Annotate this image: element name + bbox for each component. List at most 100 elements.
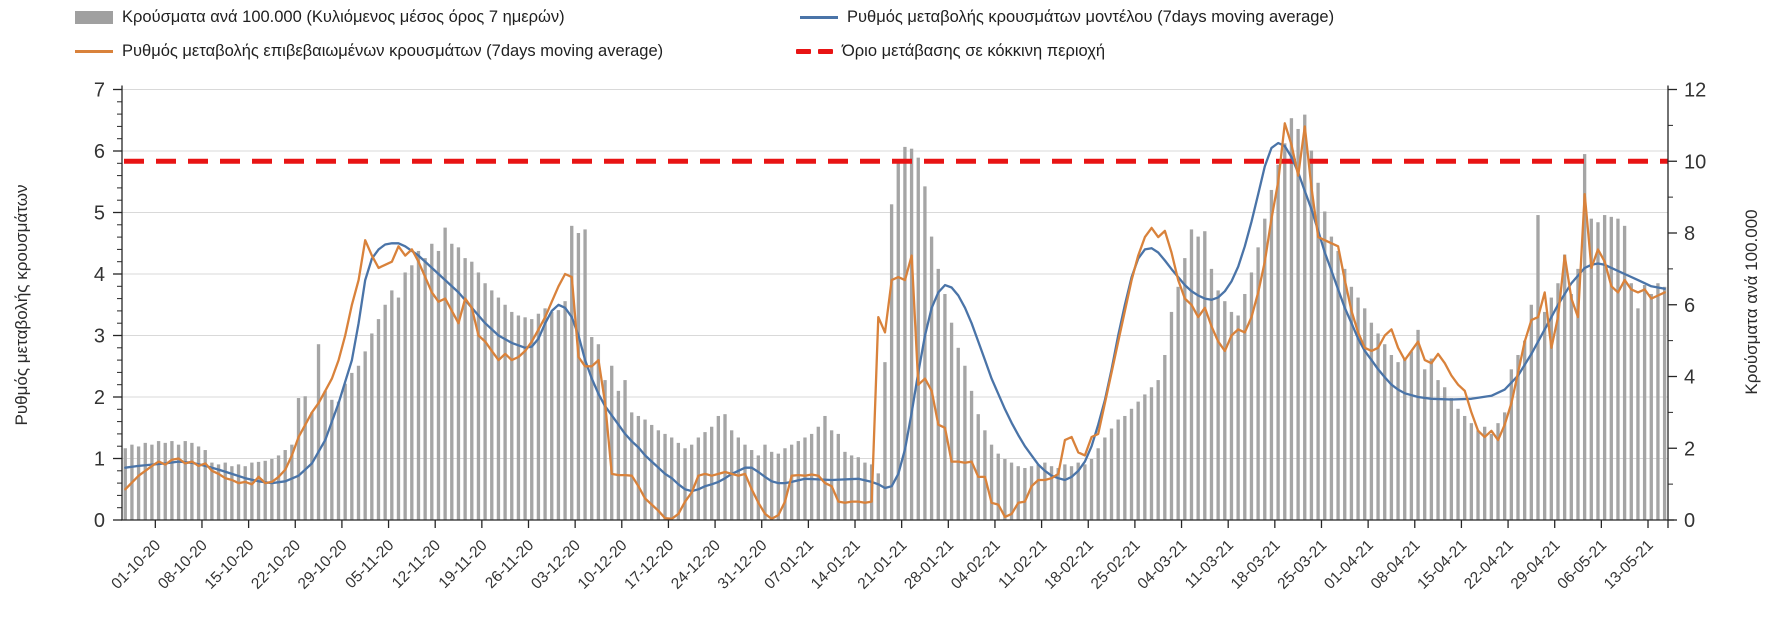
bar xyxy=(1136,401,1140,520)
bar xyxy=(463,258,467,520)
bar xyxy=(963,365,967,520)
legend-label-cases: Κρούσματα ανά 100.000 (Κυλιόμενος μέσος … xyxy=(122,8,565,26)
bar xyxy=(750,450,754,520)
x-axis-date-label: 28-01-21 xyxy=(901,537,957,593)
bar xyxy=(956,347,960,520)
bar xyxy=(1576,268,1580,521)
bar xyxy=(556,310,561,520)
bar xyxy=(1582,154,1587,520)
bar xyxy=(843,451,847,520)
bar xyxy=(490,290,494,520)
x-axis-date-label: 22-10-20 xyxy=(248,537,304,593)
bar xyxy=(1343,268,1347,521)
bar xyxy=(949,322,954,520)
bar xyxy=(1449,398,1454,520)
bar xyxy=(1549,297,1553,520)
bar xyxy=(396,297,401,520)
bar xyxy=(376,319,381,520)
bar xyxy=(1369,322,1374,520)
bar xyxy=(1276,164,1280,520)
bar xyxy=(456,247,461,520)
bar xyxy=(123,448,127,520)
bar xyxy=(603,380,607,520)
bar xyxy=(1123,415,1127,520)
bar xyxy=(1229,311,1234,520)
x-axis-date-label: 19-11-20 xyxy=(436,537,491,592)
bar xyxy=(903,146,907,520)
bar xyxy=(1503,412,1507,521)
bar xyxy=(176,444,181,520)
bar xyxy=(163,442,167,520)
bar xyxy=(1223,301,1227,520)
bar xyxy=(1003,459,1007,520)
bar xyxy=(256,461,261,520)
bar xyxy=(1169,311,1174,520)
x-axis-date-label: 29-10-20 xyxy=(295,537,351,593)
bar xyxy=(1416,329,1420,520)
bar xyxy=(896,161,900,520)
bar xyxy=(1389,354,1394,520)
bar xyxy=(916,157,920,520)
bar xyxy=(1196,236,1200,520)
left-axis-tick-label: 0 xyxy=(94,510,105,532)
bar xyxy=(1009,462,1014,520)
bar xyxy=(1043,462,1047,520)
bar xyxy=(1509,369,1513,520)
bar xyxy=(570,225,574,520)
bar xyxy=(1216,290,1220,520)
bar xyxy=(516,315,521,520)
bar xyxy=(1296,128,1300,520)
bar xyxy=(1243,293,1247,520)
bar xyxy=(1103,437,1107,520)
x-axis-date-label: 25-02-21 xyxy=(1088,537,1144,593)
bar xyxy=(1556,283,1560,520)
bar xyxy=(1516,354,1520,520)
bar xyxy=(763,444,767,520)
bar xyxy=(263,460,267,520)
bar xyxy=(656,430,661,520)
legend-item-threshold: Όριο μετάβασης σε κόκκινη περιοχή xyxy=(796,42,1105,61)
left-axis-tick-label: 1 xyxy=(94,449,105,471)
bar xyxy=(230,466,234,520)
bar xyxy=(1423,369,1427,520)
bar xyxy=(1403,358,1407,520)
bar xyxy=(1456,408,1460,520)
bar xyxy=(1183,258,1187,520)
bar xyxy=(336,401,341,520)
bar xyxy=(330,399,334,520)
bar xyxy=(710,426,714,520)
bar xyxy=(270,459,274,520)
bar xyxy=(1016,466,1020,520)
bar xyxy=(909,148,914,520)
bar xyxy=(390,290,394,520)
bar xyxy=(856,457,860,520)
legend-item-model: Ρυθμός μεταβολής κρουσμάτων μοντέλου (7d… xyxy=(800,8,1334,27)
bar xyxy=(1649,293,1653,520)
bar xyxy=(1383,344,1387,520)
bar xyxy=(676,442,681,520)
confirmed-line-swatch-icon xyxy=(75,50,113,53)
bar xyxy=(1496,423,1500,520)
bar xyxy=(1429,358,1434,520)
bar xyxy=(1562,254,1567,520)
x-axis-date-label: 01-10-20 xyxy=(108,537,164,593)
bar xyxy=(1203,231,1207,520)
bar xyxy=(1622,225,1627,520)
bar xyxy=(590,337,594,520)
bar xyxy=(250,462,254,520)
bar xyxy=(683,448,687,520)
bar xyxy=(436,250,441,520)
bar xyxy=(736,437,740,520)
bar xyxy=(849,455,854,520)
bar xyxy=(829,430,834,520)
cases-bar-swatch-icon xyxy=(75,11,113,24)
legend-item-cases: Κρούσματα ανά 100.000 (Κυλιόμενος μέσος … xyxy=(75,8,565,27)
legend-label-threshold: Όριο μετάβασης σε κόκκινη περιοχή xyxy=(842,42,1106,60)
right-axis-tick-label: 10 xyxy=(1684,151,1706,173)
bar xyxy=(776,453,780,520)
x-axis-date-label: 24-12-20 xyxy=(668,537,724,593)
bar xyxy=(1323,211,1327,521)
bar xyxy=(550,311,554,520)
x-axis-date-label: 04-02-21 xyxy=(948,537,1004,593)
bar xyxy=(816,426,820,520)
